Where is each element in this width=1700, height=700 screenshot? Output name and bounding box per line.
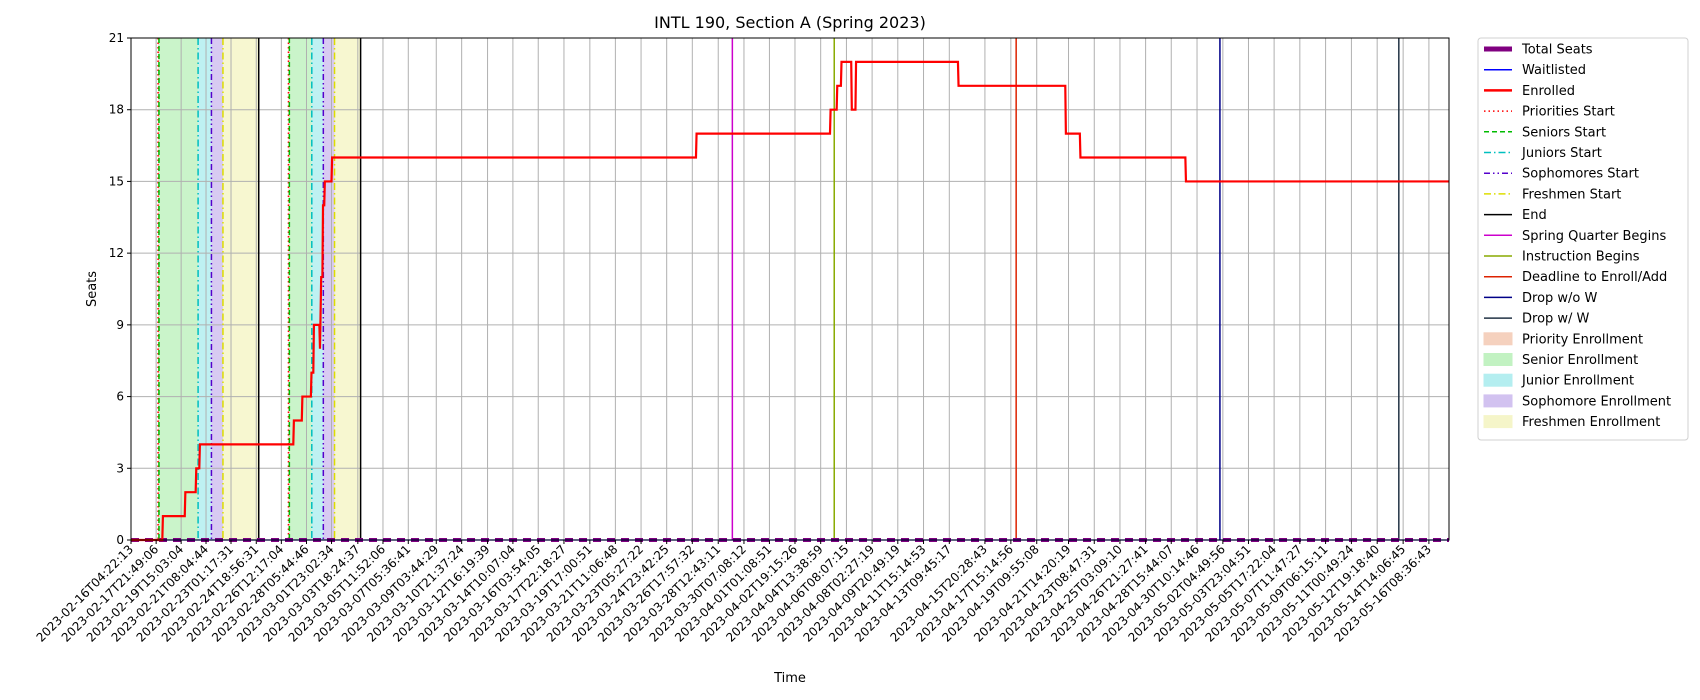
legend-label: Spring Quarter Begins bbox=[1522, 229, 1666, 244]
y-tick-label: 6 bbox=[116, 390, 124, 404]
legend-swatch bbox=[1483, 332, 1513, 346]
y-tick-label: 18 bbox=[109, 103, 124, 117]
legend-swatch bbox=[1483, 373, 1513, 387]
legend-label: Sophomores Start bbox=[1522, 167, 1639, 182]
period-band bbox=[323, 38, 335, 540]
legend-label: Senior Enrollment bbox=[1522, 353, 1638, 368]
chart-title: INTL 190, Section A (Spring 2023) bbox=[654, 13, 926, 32]
legend-label: Waitlisted bbox=[1522, 63, 1586, 78]
x-axis-label: Time bbox=[773, 671, 806, 686]
period-band bbox=[158, 38, 199, 540]
legend-label: Enrolled bbox=[1522, 84, 1575, 99]
y-tick-label: 12 bbox=[109, 246, 124, 260]
legend-label: Sophomore Enrollment bbox=[1522, 394, 1671, 409]
x-axis-ticks: 2023-02-16T04:22:132023-02-17T21:49:0620… bbox=[34, 540, 1434, 645]
y-axis-ticks: 0 3 6 9 12 15 18 21 bbox=[109, 31, 131, 547]
legend-label: Juniors Start bbox=[1521, 146, 1602, 161]
plot-frame bbox=[130, 37, 1450, 541]
legend-label: Deadline to Enroll/Add bbox=[1522, 270, 1667, 285]
legend: Total Seats Waitlisted Enrolled Priorities … bbox=[1477, 37, 1689, 441]
legend-box bbox=[1477, 37, 1689, 441]
legend-swatch bbox=[1483, 415, 1513, 429]
legend-label: Freshmen Enrollment bbox=[1522, 415, 1660, 430]
legend-label: Junior Enrollment bbox=[1521, 374, 1634, 389]
y-tick-label: 3 bbox=[116, 461, 124, 475]
legend-label: Seniors Start bbox=[1522, 125, 1606, 140]
legend-swatch bbox=[1483, 353, 1513, 366]
legend-label: End bbox=[1522, 208, 1547, 223]
legend-label: Drop w/o W bbox=[1522, 291, 1598, 306]
event-lines bbox=[157, 38, 1400, 540]
period-band bbox=[211, 38, 223, 540]
grid-lines bbox=[130, 37, 1449, 541]
legend-label: Drop w/ W bbox=[1522, 312, 1590, 327]
period-band bbox=[289, 38, 312, 540]
legend-label: Instruction Begins bbox=[1522, 250, 1640, 265]
legend-label: Freshmen Start bbox=[1522, 187, 1621, 202]
y-axis-label: Seats bbox=[85, 271, 100, 307]
legend-swatch bbox=[1483, 394, 1513, 408]
y-tick-label: 0 bbox=[116, 533, 124, 547]
legend-label: Total Seats bbox=[1521, 43, 1593, 58]
y-tick-label: 15 bbox=[109, 174, 124, 188]
period-band bbox=[311, 38, 324, 540]
period-band bbox=[222, 38, 259, 540]
period-band bbox=[198, 38, 212, 540]
y-tick-label: 9 bbox=[116, 318, 124, 332]
series-line bbox=[131, 60, 1449, 542]
legend-label: Priorities Start bbox=[1522, 105, 1615, 120]
legend-label: Priority Enrollment bbox=[1522, 332, 1643, 347]
y-tick-label: 21 bbox=[109, 31, 124, 45]
period-band bbox=[334, 38, 361, 540]
